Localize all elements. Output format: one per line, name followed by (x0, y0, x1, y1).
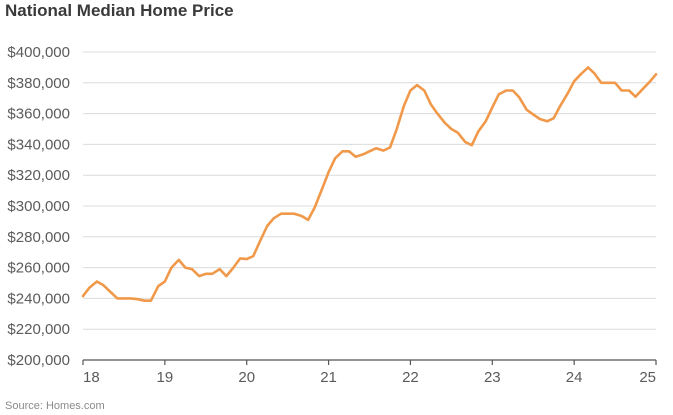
x-tick-label: 20 (238, 369, 255, 386)
y-tick-label: $320,000 (7, 167, 70, 184)
series-line-median-home-price (81, 66, 658, 303)
x-axis (82, 359, 657, 365)
y-tick-label: $200,000 (7, 352, 70, 369)
x-tick-label: 24 (566, 369, 583, 386)
x-tick-label: 25 (639, 369, 656, 386)
x-tick-label: 21 (320, 369, 337, 386)
series-layer (81, 66, 658, 303)
x-tick-label: 19 (157, 369, 174, 386)
y-tick-label: $280,000 (7, 229, 70, 246)
x-axis-tick-labels: 18 19 20 21 22 23 24 25 (83, 369, 656, 386)
chart-title: National Median Home Price (5, 1, 234, 20)
y-tick-label: $360,000 (7, 106, 70, 123)
x-tick-label: 23 (484, 369, 501, 386)
y-tick-label: $260,000 (7, 260, 70, 277)
line-chart: $200,000 $220,000 $240,000 $260,000 $280,000… (7, 44, 658, 386)
y-axis-tick-labels: $200,000 $220,000 $240,000 $260,000 $280,000… (7, 44, 70, 369)
y-tick-label: $340,000 (7, 136, 70, 153)
x-tick-label: 18 (83, 369, 100, 386)
y-tick-label: $380,000 (7, 75, 70, 92)
y-tick-label: $400,000 (7, 44, 70, 61)
x-tick-label: 22 (402, 369, 419, 386)
y-tick-label: $300,000 (7, 198, 70, 215)
gridlines (83, 51, 656, 330)
chart-source: Source: Homes.com (5, 400, 105, 412)
y-tick-label: $240,000 (7, 290, 70, 307)
y-tick-label: $220,000 (7, 321, 70, 338)
